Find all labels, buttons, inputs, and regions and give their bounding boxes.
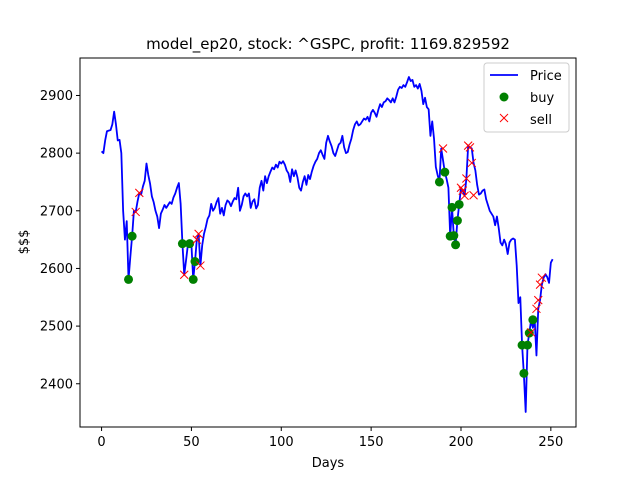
sell-marker bbox=[438, 144, 448, 153]
x-tick-label: 50 bbox=[183, 435, 200, 450]
x-tick-label: 100 bbox=[269, 435, 294, 450]
sell-marker bbox=[131, 207, 141, 217]
sell-marker bbox=[533, 295, 543, 305]
buy-marker bbox=[127, 231, 137, 241]
y-axis-label: $$$ bbox=[17, 230, 32, 255]
legend: Price buy sell bbox=[483, 62, 570, 133]
legend-box bbox=[483, 62, 570, 133]
sell-marker bbox=[458, 186, 468, 195]
sell-marker bbox=[465, 143, 475, 152]
chart-title: model_ep20, stock: ^GSPC, profit: 1169.8… bbox=[146, 35, 510, 54]
buy-marker bbox=[451, 240, 461, 250]
buy-marker bbox=[449, 231, 459, 241]
sell-marker bbox=[460, 191, 469, 201]
x-tick-label: 0 bbox=[97, 435, 105, 450]
sell-marker bbox=[196, 261, 205, 270]
y-tick-label: 2500 bbox=[40, 320, 73, 335]
buy-marker bbox=[522, 340, 532, 350]
y-tick-label: 2700 bbox=[40, 204, 73, 219]
legend-price-label: Price bbox=[530, 69, 562, 84]
sell-marker bbox=[192, 235, 202, 244]
buy-marker bbox=[177, 239, 187, 249]
legend-sell-label: sell bbox=[530, 113, 552, 128]
buy-marker bbox=[434, 177, 444, 187]
sell-marker bbox=[469, 190, 478, 200]
buy-marker bbox=[452, 216, 462, 226]
sell-marker bbox=[532, 304, 541, 314]
plot-frame bbox=[79, 57, 577, 428]
plot-area bbox=[100, 76, 554, 413]
buy-marker bbox=[124, 274, 134, 284]
buy-marker bbox=[190, 257, 200, 267]
buy-marker bbox=[454, 199, 464, 209]
x-tick-label: 250 bbox=[538, 435, 563, 450]
y-tick-label: 2400 bbox=[40, 377, 73, 392]
y-tick-label: 2900 bbox=[40, 89, 73, 104]
buy-marker bbox=[447, 202, 457, 212]
legend-buy-label: buy bbox=[530, 91, 554, 106]
y-tick-label: 2800 bbox=[40, 147, 73, 162]
sell-marker bbox=[467, 158, 477, 168]
buy-marker bbox=[519, 368, 529, 378]
buy-marker bbox=[524, 328, 534, 338]
buy-marker bbox=[440, 167, 450, 177]
price-line bbox=[100, 76, 554, 413]
sell-marker bbox=[194, 229, 203, 239]
sell-marker bbox=[526, 328, 536, 337]
y-tick-label: 2600 bbox=[40, 262, 73, 277]
x-tick-label: 200 bbox=[449, 435, 474, 450]
buy-marker bbox=[185, 239, 195, 249]
legend-buy-swatch bbox=[499, 92, 509, 102]
sell-marker bbox=[179, 270, 189, 280]
sell-marker bbox=[462, 174, 471, 183]
y-axis: 2400 2500 2600 2700 2800 2900 bbox=[40, 89, 80, 392]
x-axis-label: Days bbox=[312, 456, 345, 471]
buy-marker bbox=[528, 315, 538, 325]
legend-sell-swatch bbox=[499, 113, 509, 123]
x-tick-label: 150 bbox=[359, 435, 384, 450]
sell-marker bbox=[537, 273, 547, 283]
sell-marker bbox=[535, 280, 545, 289]
buy-marker bbox=[188, 274, 198, 284]
x-axis: 0 50 100 150 200 250 bbox=[97, 427, 563, 450]
sell-marker bbox=[134, 188, 144, 198]
